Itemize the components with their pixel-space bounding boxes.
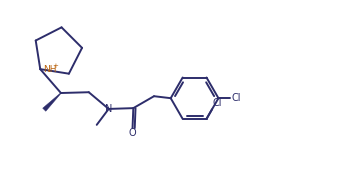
Text: N: N: [105, 104, 112, 114]
Text: Cl: Cl: [231, 93, 241, 103]
Text: Cl: Cl: [213, 98, 222, 108]
Polygon shape: [43, 93, 61, 111]
Text: O: O: [129, 128, 136, 138]
Text: +: +: [52, 63, 58, 69]
Text: NH: NH: [43, 65, 56, 74]
